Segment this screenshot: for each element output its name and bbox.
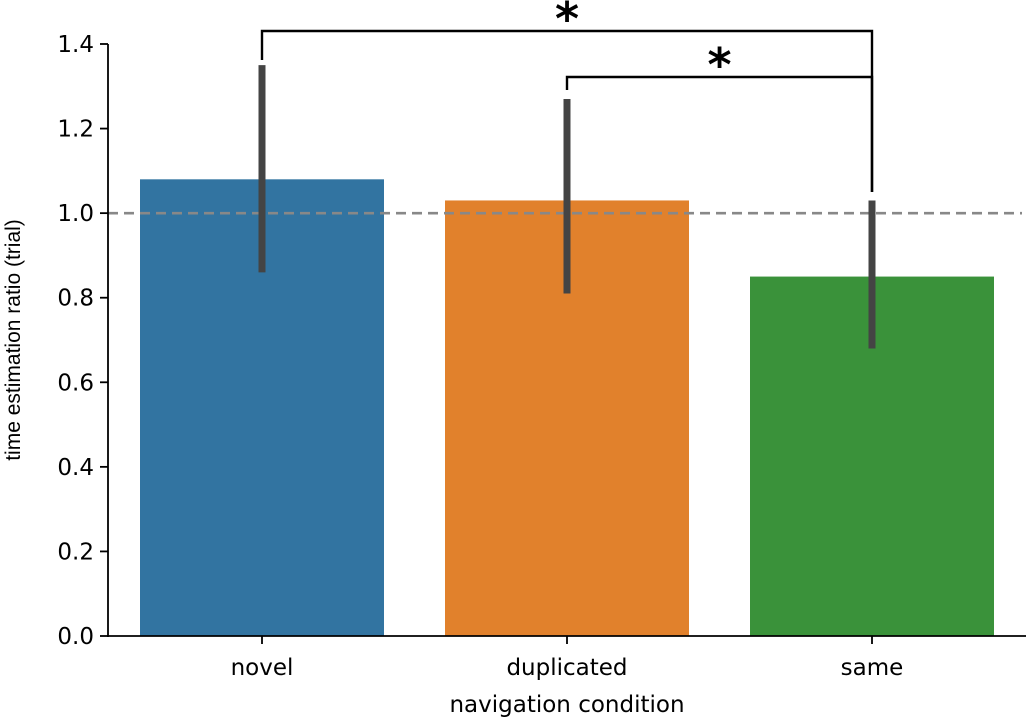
y-axis-title: time estimation ratio (trial) [2, 219, 25, 461]
significance-star: * [555, 0, 579, 46]
axes-layer: 0.0 0.2 0.4 0.6 0.8 1.0 1.2 1.4 novel duplicated s… [57, 32, 1026, 681]
x-axis-title: navigation condition [449, 692, 684, 718]
error-bars-layer [258, 65, 876, 349]
x-tick-label: same [841, 655, 904, 681]
significance-star: * [707, 38, 731, 92]
y-tick-label: 1.0 [57, 201, 94, 227]
y-tick-label: 0.4 [57, 455, 94, 481]
significance-bracket [565, 75, 874, 192]
x-tick-label: novel [231, 655, 294, 681]
y-tick-label: 0.0 [57, 624, 94, 650]
x-tick-label: duplicated [506, 655, 627, 681]
y-tick-label: 0.6 [57, 370, 94, 396]
y-tick-label: 0.8 [57, 286, 94, 312]
significance-layer: ** [260, 0, 874, 192]
y-tick-label: 1.4 [57, 32, 94, 58]
y-tick-label: 0.2 [57, 539, 94, 565]
y-tick-label: 1.2 [57, 117, 94, 143]
